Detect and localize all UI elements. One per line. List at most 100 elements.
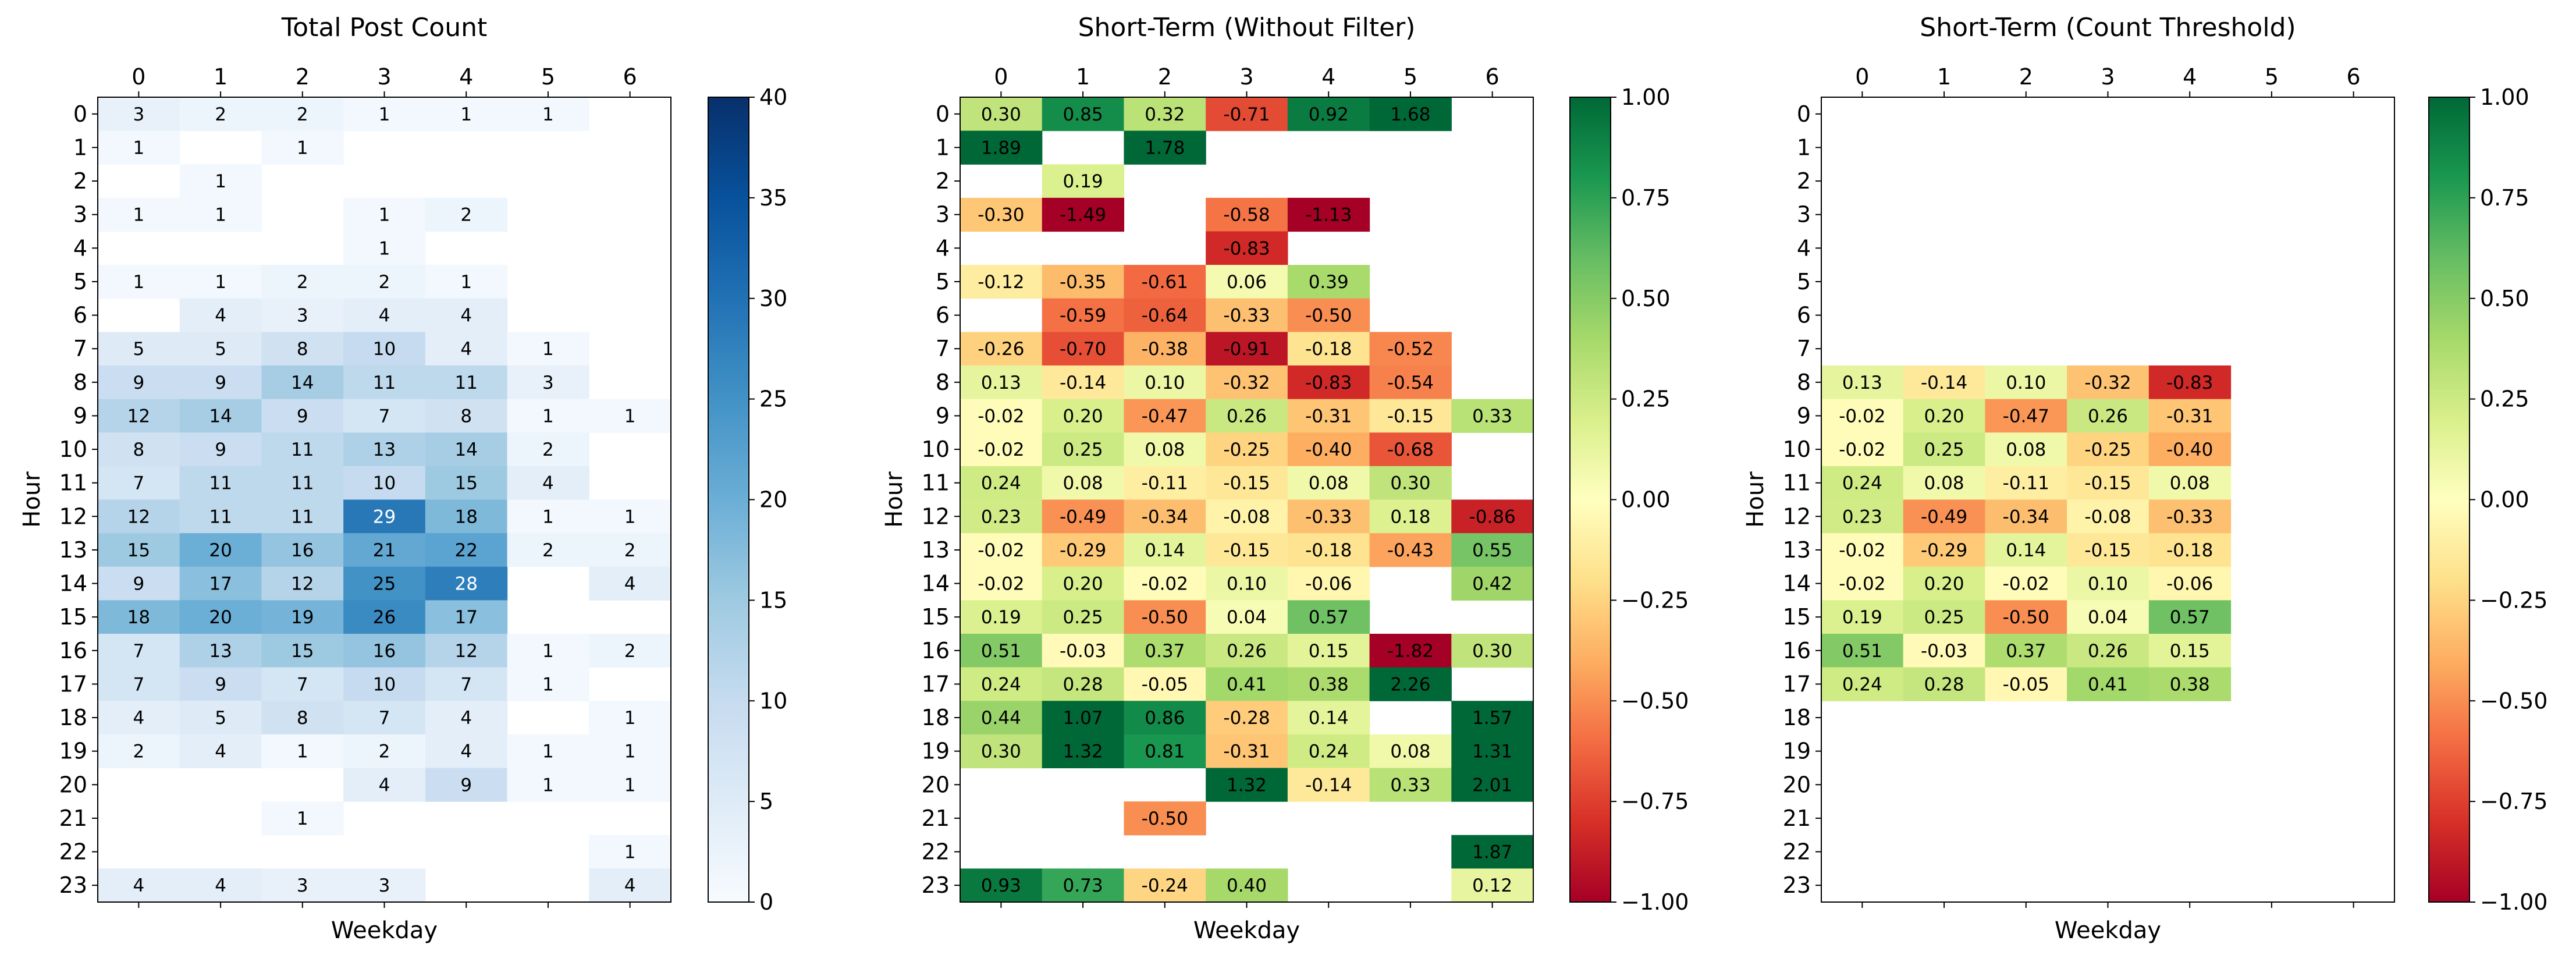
heatmap-cell xyxy=(1369,499,1452,534)
cell-value-label: -0.26 xyxy=(978,339,1024,360)
heatmap-cell xyxy=(1042,868,1125,903)
y-tick-label: 2 xyxy=(73,168,87,194)
heatmap-cell xyxy=(1451,566,1534,601)
heatmap-cell xyxy=(1042,566,1125,601)
colorbar-tick-label: 20 xyxy=(759,487,787,513)
cell-value-label: 0.57 xyxy=(2170,607,2210,628)
cell-value-label: -0.05 xyxy=(1142,674,1188,695)
colorbar-tick-label: 25 xyxy=(759,386,787,412)
cell-value-label: 0.24 xyxy=(981,473,1021,494)
y-tick-label: 21 xyxy=(1783,805,1811,831)
heatmap-cell xyxy=(98,667,180,701)
cell-value-label: -0.33 xyxy=(1305,506,1352,527)
cell-value-label: 1 xyxy=(624,775,636,796)
heatmap-cell xyxy=(1042,332,1125,366)
colorbar-tick-label: 0.75 xyxy=(2480,185,2529,211)
cell-value-label: 13 xyxy=(373,439,396,460)
cell-value-label: 4 xyxy=(460,306,472,326)
heatmap-cell xyxy=(1206,265,1288,299)
heatmap-cell xyxy=(960,399,1043,433)
cell-value-label: 2.26 xyxy=(1390,674,1430,695)
heatmap-cell xyxy=(1451,499,1534,534)
heatmap-cell xyxy=(1206,667,1288,701)
cell-value-label: 1 xyxy=(297,137,308,158)
cell-value-label: 11 xyxy=(209,473,232,494)
heatmap-cell xyxy=(425,97,508,132)
heatmap-cell xyxy=(1042,97,1125,132)
cell-value-label: -0.15 xyxy=(2084,473,2131,494)
heatmap-cell xyxy=(1985,600,2067,634)
cell-value-label: 1 xyxy=(297,741,308,762)
heatmap-cell xyxy=(1042,432,1125,467)
heatmap-cell xyxy=(1206,399,1288,433)
y-tick-label: 19 xyxy=(1783,739,1811,764)
x-tick-label: 3 xyxy=(1239,64,1253,90)
cell-value-label: 11 xyxy=(291,506,314,527)
y-tick-label: 0 xyxy=(1797,101,1811,127)
heatmap-cell xyxy=(507,499,589,534)
cell-value-label: -0.18 xyxy=(1305,540,1352,561)
cell-value-label: 0.57 xyxy=(1309,607,1349,628)
heatmap-cell xyxy=(960,600,1043,634)
colorbar-tick-label: 0.75 xyxy=(1621,185,1671,211)
heatmap-cell xyxy=(1903,667,1986,701)
cell-value-label: 7 xyxy=(460,674,472,695)
cell-value-label: -0.35 xyxy=(1060,272,1106,293)
heatmap-cell xyxy=(1451,868,1534,903)
heatmap-cell xyxy=(1124,97,1206,132)
cell-value-label: 2 xyxy=(624,641,636,662)
y-tick-label: 5 xyxy=(936,269,950,294)
cell-value-label: -0.11 xyxy=(1142,473,1188,494)
y-tick-label: 3 xyxy=(936,202,950,228)
heatmap-cell xyxy=(425,566,508,601)
heatmap-cell xyxy=(1903,634,1986,668)
heatmap-cell xyxy=(507,97,589,132)
cell-value-label: -0.28 xyxy=(1223,708,1270,729)
y-tick-label: 14 xyxy=(1783,571,1811,597)
heatmap-cell xyxy=(1124,701,1206,735)
cell-value-label: 0.41 xyxy=(2088,674,2128,695)
heatmap-cell xyxy=(179,701,262,735)
heatmap-cell xyxy=(179,399,262,433)
cell-value-label: -0.49 xyxy=(1921,506,1967,527)
cell-value-label: 3 xyxy=(379,875,390,896)
cell-value-label: 0.37 xyxy=(1145,641,1185,662)
x-tick-label: 0 xyxy=(132,64,145,90)
heatmap-cell xyxy=(343,432,426,467)
heatmap-cell xyxy=(1903,600,1986,634)
cell-value-label: 4 xyxy=(624,574,636,595)
cell-value-label: 0.08 xyxy=(1063,473,1103,494)
heatmap-cell xyxy=(1821,499,1904,534)
heatmap-cell xyxy=(343,298,426,332)
heatmap-cell xyxy=(1369,634,1452,668)
heatmap-cells: 0.30 0.85 0.32 -0.71 0.92 1.68 1.89 1.78 0.19 -0.… xyxy=(960,97,1534,903)
cell-value-label: 0.33 xyxy=(1390,775,1430,796)
cell-value-label: -0.68 xyxy=(1387,439,1434,460)
x-tick-label: 1 xyxy=(1076,64,1090,90)
heatmap-cell xyxy=(2067,533,2149,567)
y-tick-label: 22 xyxy=(1783,839,1811,865)
cell-value-label: 0.37 xyxy=(2006,641,2046,662)
heatmap-cell xyxy=(1821,667,1904,701)
cell-value-label: 0.39 xyxy=(1309,272,1349,293)
cell-value-label: 0.25 xyxy=(1063,607,1103,628)
heatmap-cell xyxy=(507,533,589,567)
heatmap-cell xyxy=(425,298,508,332)
colorbar-tick-label: 5 xyxy=(759,789,773,814)
colorbar-tick-label: −0.50 xyxy=(2480,688,2547,713)
colorbar-tick-label: 0.00 xyxy=(1621,487,1671,513)
cell-value-label: 0.23 xyxy=(1842,506,1882,527)
cell-value-label: 14 xyxy=(454,439,477,460)
heatmap-cell xyxy=(1369,768,1452,802)
heatmap-cell xyxy=(425,667,508,701)
colorbar-gradient xyxy=(708,97,749,903)
heatmap-cell xyxy=(960,332,1043,366)
heatmap-cell xyxy=(1451,533,1534,567)
heatmap-cell xyxy=(179,265,262,299)
x-tick-label: 6 xyxy=(623,64,637,90)
heatmap-cell xyxy=(425,365,508,400)
cell-value-label: 1 xyxy=(542,641,554,662)
cell-value-label: -0.50 xyxy=(1305,306,1352,326)
heatmap-cell xyxy=(425,332,508,366)
x-tick-label: 0 xyxy=(1855,64,1869,90)
